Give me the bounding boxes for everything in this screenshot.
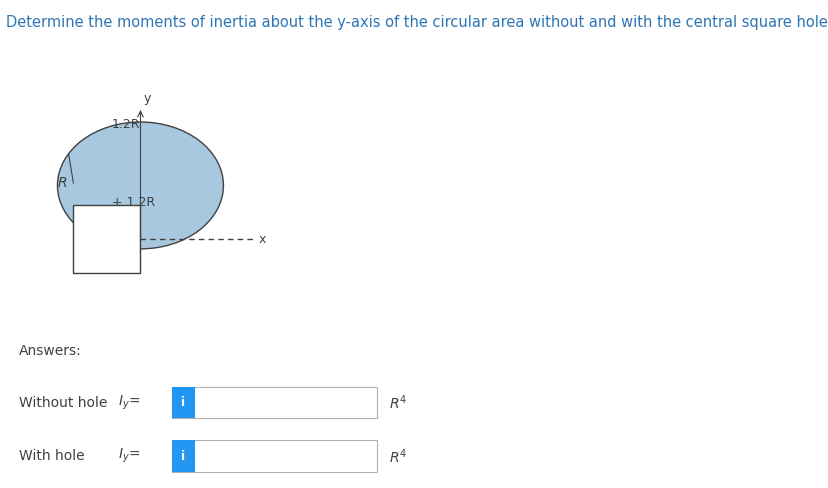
Text: 1.2R: 1.2R <box>112 118 140 131</box>
Text: + 1.2R: + 1.2R <box>112 196 155 209</box>
FancyBboxPatch shape <box>172 386 376 419</box>
Text: $I_y$=: $I_y$= <box>118 393 140 412</box>
Text: i: i <box>181 450 185 463</box>
Text: x: x <box>258 233 266 245</box>
FancyBboxPatch shape <box>172 386 195 419</box>
Text: With hole: With hole <box>19 449 84 463</box>
Text: y: y <box>143 92 151 105</box>
Text: Determine the moments of inertia about the y-axis of the circular area without a: Determine the moments of inertia about t… <box>7 15 828 30</box>
Text: $R^4$: $R^4$ <box>389 447 407 466</box>
Text: Answers:: Answers: <box>19 345 82 358</box>
Circle shape <box>57 122 224 249</box>
FancyBboxPatch shape <box>172 440 195 472</box>
Bar <box>74 205 140 273</box>
Text: i: i <box>181 396 185 409</box>
Text: Without hole: Without hole <box>19 396 108 409</box>
FancyBboxPatch shape <box>172 440 376 472</box>
Text: R: R <box>57 176 67 190</box>
Text: $I_y$=: $I_y$= <box>118 447 140 466</box>
Text: $R^4$: $R^4$ <box>389 393 407 412</box>
